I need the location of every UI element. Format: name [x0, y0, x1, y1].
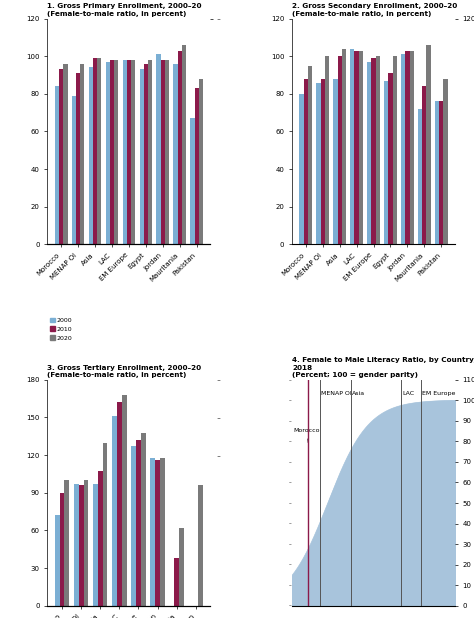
Bar	[384, 80, 388, 244]
Bar	[93, 484, 98, 606]
Bar	[435, 101, 439, 244]
Bar	[79, 485, 83, 606]
Bar	[160, 457, 165, 606]
Bar	[174, 558, 179, 606]
Bar	[427, 45, 431, 244]
Bar	[367, 62, 372, 244]
Bar	[131, 446, 136, 606]
Bar	[392, 56, 397, 244]
Bar	[359, 51, 363, 244]
Bar	[60, 493, 64, 606]
Bar	[443, 78, 447, 244]
Bar	[122, 395, 127, 606]
Bar	[89, 67, 93, 244]
Bar	[165, 60, 169, 244]
Bar	[74, 484, 79, 606]
Bar	[372, 58, 375, 244]
Bar	[93, 58, 97, 244]
Text: 2. Gross Secondary Enrollment, 2000–20
(Female-to-male ratio, in percent): 2. Gross Secondary Enrollment, 2000–20 (…	[292, 3, 457, 17]
Bar	[98, 472, 103, 606]
Bar	[179, 528, 184, 606]
Bar	[300, 94, 304, 244]
Bar	[316, 83, 320, 244]
Bar	[325, 56, 329, 244]
Text: LAC: LAC	[403, 391, 415, 396]
Text: 3. Gross Tertiary Enrollment, 2000–20
(Female-to-male ratio, in percent): 3. Gross Tertiary Enrollment, 2000–20 (F…	[47, 365, 201, 378]
Bar	[194, 88, 199, 244]
Bar	[355, 51, 359, 244]
Bar	[191, 118, 194, 244]
Bar	[350, 49, 355, 244]
Bar	[80, 64, 84, 244]
Bar	[388, 73, 392, 244]
Bar	[337, 56, 342, 244]
Bar	[155, 460, 160, 606]
Bar	[83, 480, 88, 606]
Bar	[410, 51, 414, 244]
Bar	[375, 56, 380, 244]
Bar	[156, 54, 161, 244]
Legend: 2000, 2010, 2020: 2000, 2010, 2020	[47, 315, 75, 343]
Bar	[112, 416, 117, 606]
Bar	[103, 442, 108, 606]
Bar	[320, 78, 325, 244]
Bar	[144, 64, 148, 244]
Bar	[123, 60, 127, 244]
Bar	[55, 87, 59, 244]
Bar	[64, 480, 69, 606]
Bar	[141, 433, 146, 606]
Text: Asia: Asia	[352, 391, 365, 396]
Bar	[114, 60, 118, 244]
Bar	[333, 78, 337, 244]
Bar	[72, 96, 76, 244]
Bar	[161, 60, 165, 244]
Bar	[198, 485, 203, 606]
Bar	[199, 78, 203, 244]
Bar	[136, 440, 141, 606]
Bar	[150, 457, 155, 606]
Bar	[106, 62, 110, 244]
Text: EM Europe: EM Europe	[422, 391, 456, 396]
Bar	[342, 49, 346, 244]
Bar	[308, 66, 312, 244]
Text: 1. Gross Primary Enrollment, 2000–20
(Female-to-male ratio, in percent): 1. Gross Primary Enrollment, 2000–20 (Fe…	[47, 3, 202, 17]
Bar	[59, 69, 64, 244]
Text: Morocco: Morocco	[293, 428, 320, 442]
Text: 4. Female to Male Literacy Ratio, by Country,
2018
(Percent; 100 = gender parity: 4. Female to Male Literacy Ratio, by Cou…	[292, 357, 474, 378]
Bar	[173, 64, 178, 244]
Bar	[139, 69, 144, 244]
Bar	[439, 101, 443, 244]
Bar	[127, 60, 131, 244]
Bar	[55, 515, 60, 606]
Bar	[97, 58, 101, 244]
Text: MENAP OI: MENAP OI	[321, 391, 352, 396]
Bar	[405, 51, 410, 244]
Bar	[148, 60, 152, 244]
Bar	[401, 54, 405, 244]
Bar	[64, 64, 67, 244]
Bar	[131, 60, 135, 244]
Bar	[110, 60, 114, 244]
Bar	[304, 78, 308, 244]
Bar	[76, 73, 80, 244]
Bar	[178, 51, 182, 244]
Bar	[117, 402, 122, 606]
Bar	[422, 87, 427, 244]
Bar	[418, 109, 422, 244]
Bar	[182, 45, 186, 244]
